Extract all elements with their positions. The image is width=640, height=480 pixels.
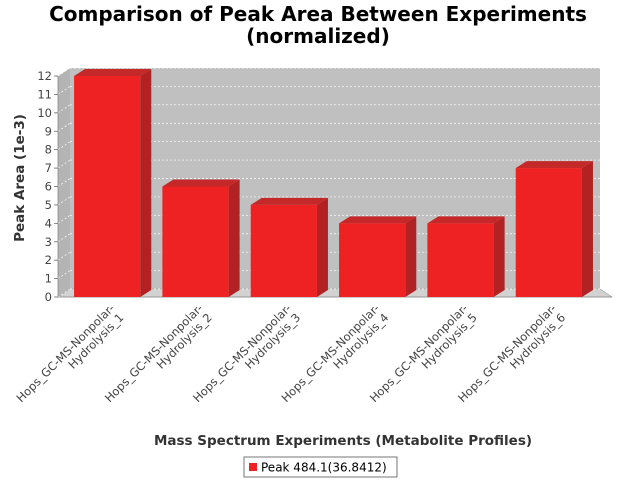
x-tick-label-line: Hops_GC-MS-Nonpolar- <box>13 301 117 405</box>
bar-side <box>493 216 505 297</box>
legend-swatch <box>249 463 257 471</box>
y-tick-label: 3 <box>45 235 52 249</box>
bar-top <box>515 161 593 169</box>
y-axis-label: Peak Area (1e-3) <box>12 114 28 242</box>
gridline-side <box>57 251 71 261</box>
gridline-side <box>57 86 71 95</box>
chart-title-line-2: (normalized) <box>246 24 390 48</box>
bar-front <box>250 204 317 297</box>
gridline-side <box>57 196 71 206</box>
y-tick-label: 12 <box>37 69 52 83</box>
x-axis-label: Mass Spectrum Experiments (Metabolite Pr… <box>154 433 532 449</box>
bar <box>250 197 328 297</box>
legend-entry: Peak 484.1(36.8412) <box>261 461 387 475</box>
bar-front <box>74 76 141 297</box>
bar <box>515 161 593 297</box>
gridline-side <box>57 67 71 77</box>
y-tick-label: 11 <box>37 87 52 101</box>
legend-box <box>243 456 398 478</box>
bar-front <box>339 223 406 297</box>
bar-front <box>515 168 582 297</box>
y-tick-label: 10 <box>37 106 52 120</box>
bar-top <box>74 69 152 76</box>
y-tick-label: 8 <box>45 143 52 157</box>
chart-title-line-1: Comparison of Peak Area Between Experime… <box>49 2 587 26</box>
x-axis: Hops_GC-MS-Nonpolar-Hydrolysis_1Hops_GC-… <box>13 301 568 405</box>
y-tick-label: 2 <box>45 253 52 267</box>
bar-top <box>162 179 240 187</box>
gridline-side <box>57 104 71 114</box>
gridline-side <box>57 178 71 187</box>
bar-front <box>427 223 494 297</box>
gridline-side <box>57 141 71 150</box>
bar-top <box>427 216 505 224</box>
gridline-side <box>57 215 71 224</box>
bar-side <box>228 179 240 297</box>
gridline-side <box>57 233 71 243</box>
y-tick-label: 4 <box>45 216 52 230</box>
y-tick-label: 6 <box>45 180 52 194</box>
bar <box>162 179 240 297</box>
bar <box>339 216 417 297</box>
bar-side <box>140 69 152 297</box>
gridlines <box>57 67 600 298</box>
bar-front <box>162 186 229 297</box>
bars <box>74 69 593 297</box>
bar-side <box>316 197 328 297</box>
y-tick-label: 1 <box>45 272 52 286</box>
legend: Peak 484.1(36.8412) <box>243 456 398 478</box>
bar <box>74 69 152 297</box>
gridline-side <box>57 270 71 279</box>
bar <box>427 216 505 297</box>
gridline-side <box>57 159 71 169</box>
y-tick-label: 5 <box>45 198 52 212</box>
bar-top <box>339 216 417 224</box>
plot-side-wall <box>58 68 70 297</box>
bar-side <box>405 216 417 297</box>
bar-side <box>581 161 593 297</box>
y-tick-label: 0 <box>45 290 52 304</box>
gridline-side <box>57 288 71 298</box>
bar-top <box>250 197 328 205</box>
y-tick-label: 7 <box>45 161 52 175</box>
y-tick-label: 9 <box>45 124 52 138</box>
gridline-side <box>57 122 71 132</box>
chart-title: Comparison of Peak Area Between Experime… <box>49 2 587 48</box>
